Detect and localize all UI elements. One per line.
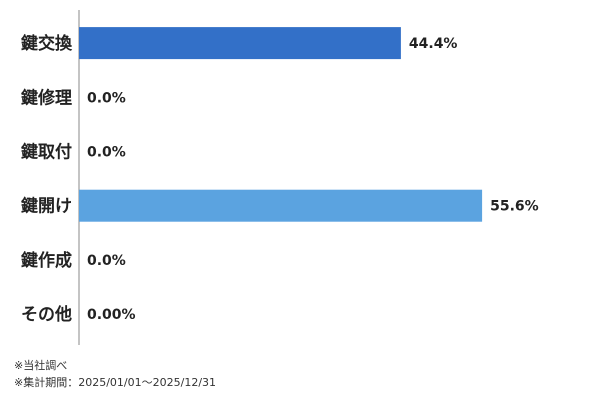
category-label: 鍵取付 xyxy=(21,142,72,163)
value-label: 0.0% xyxy=(87,90,126,106)
note: ※当社調べ xyxy=(14,358,67,372)
category-label: 鍵修理 xyxy=(21,87,72,108)
value-label: 44.4% xyxy=(409,36,458,52)
note: ※集計期間：2025/01/01～2025/12/31 xyxy=(14,375,216,389)
value-label: 0.0% xyxy=(87,145,126,161)
value-label: 0.0% xyxy=(87,253,126,269)
value-label: 0.00% xyxy=(87,307,136,323)
value-label: 55.6% xyxy=(490,199,539,215)
category-label: 鍵作成 xyxy=(21,250,72,271)
category-label: 鍵開け xyxy=(21,196,72,217)
bar xyxy=(79,189,483,222)
category-label: その他 xyxy=(21,304,72,325)
bar xyxy=(79,27,401,60)
category-label: 鍵交換 xyxy=(21,33,73,54)
